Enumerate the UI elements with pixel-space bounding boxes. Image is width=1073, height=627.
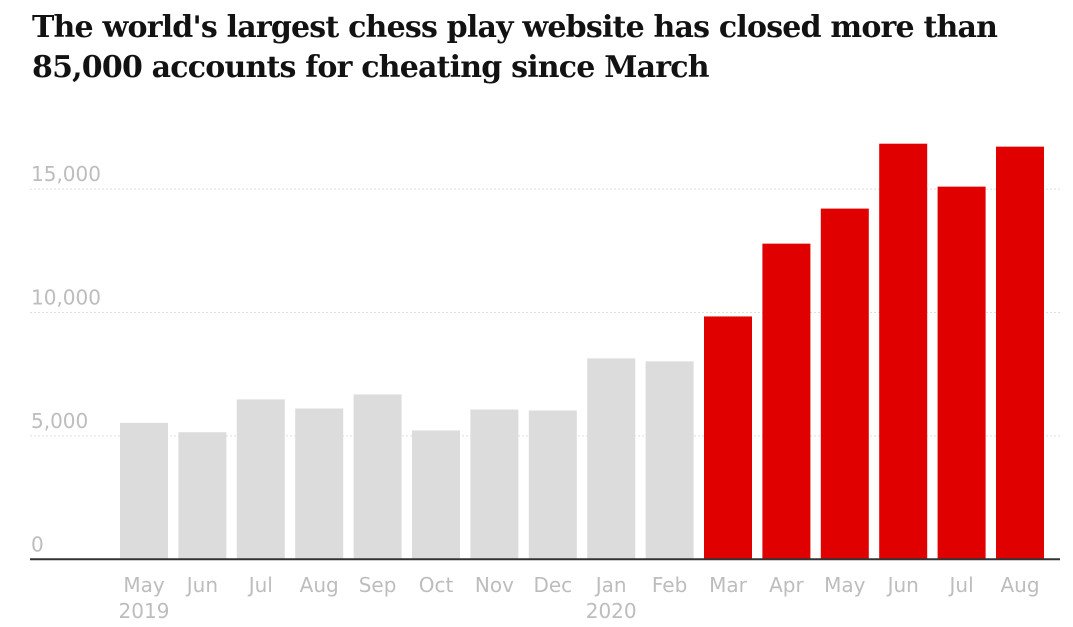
bar	[645, 361, 694, 560]
x-tick-label: Jul	[247, 573, 273, 597]
bar	[120, 422, 168, 560]
bar	[704, 316, 752, 560]
x-tick-label: Aug	[1000, 573, 1039, 597]
x-tick-label: Sep	[359, 573, 397, 597]
chart-title: The world's largest chess play website h…	[32, 10, 998, 85]
bar	[587, 358, 636, 560]
y-tick-label: 5,000	[31, 409, 88, 433]
x-tick-label: Mar	[709, 573, 748, 597]
x-tick-label: Feb	[652, 573, 687, 597]
bar	[295, 408, 344, 560]
y-tick-label: 15,000	[31, 162, 101, 186]
bar	[996, 146, 1044, 560]
x-tick-label: Jul	[948, 573, 974, 597]
x-tick-label: Oct	[419, 573, 454, 597]
x-tick-label: Apr	[769, 573, 804, 597]
bar	[470, 409, 519, 560]
bar	[937, 186, 986, 560]
bar	[236, 399, 285, 560]
bar	[762, 243, 811, 560]
y-tick-label: 10,000	[31, 286, 101, 310]
x-tick-label: Nov	[475, 573, 514, 597]
bar	[412, 430, 460, 560]
bar	[178, 432, 227, 560]
bar	[879, 143, 928, 560]
x-tick-label: May	[123, 573, 165, 597]
bar	[820, 208, 869, 560]
x-tick-label: Aug	[300, 573, 339, 597]
bar	[528, 410, 577, 560]
x-tick-label: 2020	[586, 599, 637, 623]
y-tick-label: 0	[31, 532, 44, 556]
x-tick-label: May	[824, 573, 866, 597]
x-tick-label: 2019	[119, 599, 170, 623]
x-tick-label: Jan	[594, 573, 627, 597]
bar	[353, 394, 402, 560]
x-tick-label: Jun	[886, 573, 919, 597]
x-tick-label: Jun	[185, 573, 218, 597]
x-tick-label: Dec	[533, 573, 572, 597]
